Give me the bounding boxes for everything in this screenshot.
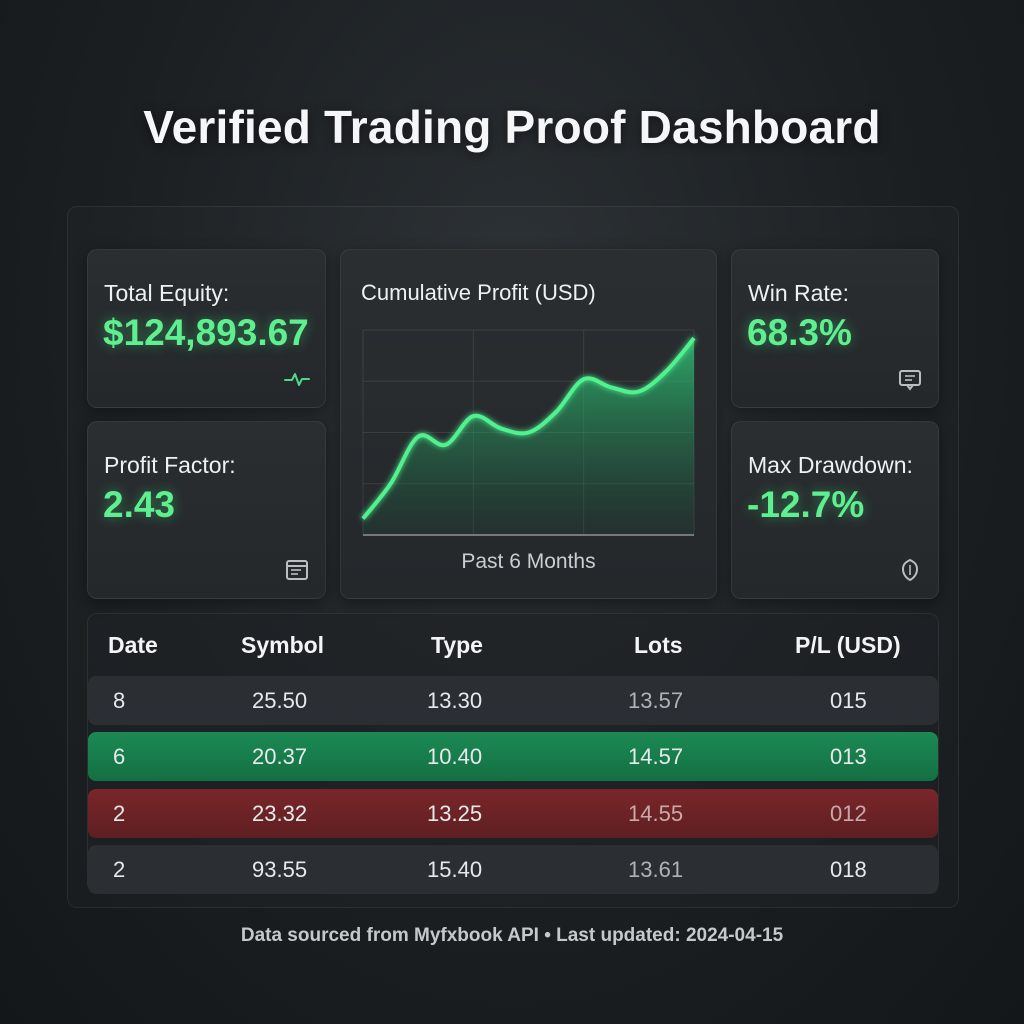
cell-pl: 012 (830, 801, 867, 826)
cell-lots: 13.57 (628, 688, 684, 713)
cell-symbol: 23.32 (252, 801, 308, 826)
win-rate-value: 68.3% (747, 312, 852, 353)
cell-type: 13.25 (427, 801, 483, 826)
cell-pl: 018 (830, 857, 867, 882)
profit-factor-card: Profit Factor: 2.43 (87, 421, 326, 599)
win-rate-card: Win Rate: 68.3% (731, 249, 939, 408)
total-equity-label: Total Equity: (104, 280, 230, 306)
cell-lots: 14.55 (628, 801, 684, 826)
total-equity-card: Total Equity: $124,893.67 (87, 249, 326, 408)
chart-subtitle: Past 6 Months (461, 550, 596, 573)
shield-icon (901, 558, 919, 582)
header-pl[interactable]: P/L (USD) (795, 632, 901, 658)
cell-pl: 015 (830, 688, 867, 713)
cell-date: 2 (113, 857, 126, 882)
chat-badge-icon (899, 370, 921, 391)
document-icon (286, 560, 308, 580)
header-symbol[interactable]: Symbol (241, 632, 325, 658)
max-drawdown-card: Max Drawdown: -12.7% (731, 421, 939, 599)
cell-type: 15.40 (427, 857, 483, 882)
table-row[interactable]: 6 20.37 10.40 14.57 013 (88, 732, 938, 781)
chart-line (361, 336, 696, 520)
table-row[interactable]: 2 23.32 13.25 14.55 012 (88, 789, 938, 838)
header-type[interactable]: Type (431, 632, 483, 658)
cell-date: 6 (113, 744, 126, 769)
cell-date: 8 (113, 688, 126, 713)
data-source-footer: Data sourced from Myfxbook API • Last up… (240, 925, 784, 946)
cell-type: 10.40 (427, 744, 483, 769)
total-equity-value: $124,893.67 (103, 312, 309, 353)
cell-symbol: 20.37 (252, 744, 308, 769)
profit-factor-value: 2.43 (103, 484, 176, 525)
cell-type: 13.30 (427, 688, 483, 713)
cell-symbol: 93.55 (252, 857, 308, 882)
cumulative-profit-chart (361, 329, 696, 536)
cell-lots: 13.61 (628, 857, 684, 882)
dashboard-panel (67, 206, 959, 908)
page-title: Verified Trading Proof Dashboard (143, 101, 881, 153)
max-drawdown-label: Max Drawdown: (748, 452, 913, 478)
cell-pl: 013 (830, 744, 867, 769)
cell-symbol: 25.50 (252, 688, 308, 713)
cumulative-profit-card: Cumulative Profit (USD) Past 6 Months (340, 249, 717, 599)
win-rate-label: Win Rate: (748, 280, 849, 306)
cell-lots: 14.57 (628, 744, 684, 769)
pulse-icon (284, 373, 310, 386)
header-date[interactable]: Date (108, 632, 158, 658)
max-drawdown-value: -12.7% (747, 484, 865, 525)
profit-factor-label: Profit Factor: (104, 452, 236, 478)
cell-date: 2 (113, 801, 126, 826)
table-row[interactable]: 8 25.50 13.30 13.57 015 (88, 676, 938, 725)
chart-title: Cumulative Profit (USD) (361, 280, 596, 305)
trades-table: Date Symbol Type Lots P/L (USD) 8 25.50 … (87, 613, 939, 894)
header-lots[interactable]: Lots (634, 632, 683, 658)
chart-area (363, 338, 694, 535)
table-row[interactable]: 2 93.55 15.40 13.61 018 (88, 845, 938, 894)
